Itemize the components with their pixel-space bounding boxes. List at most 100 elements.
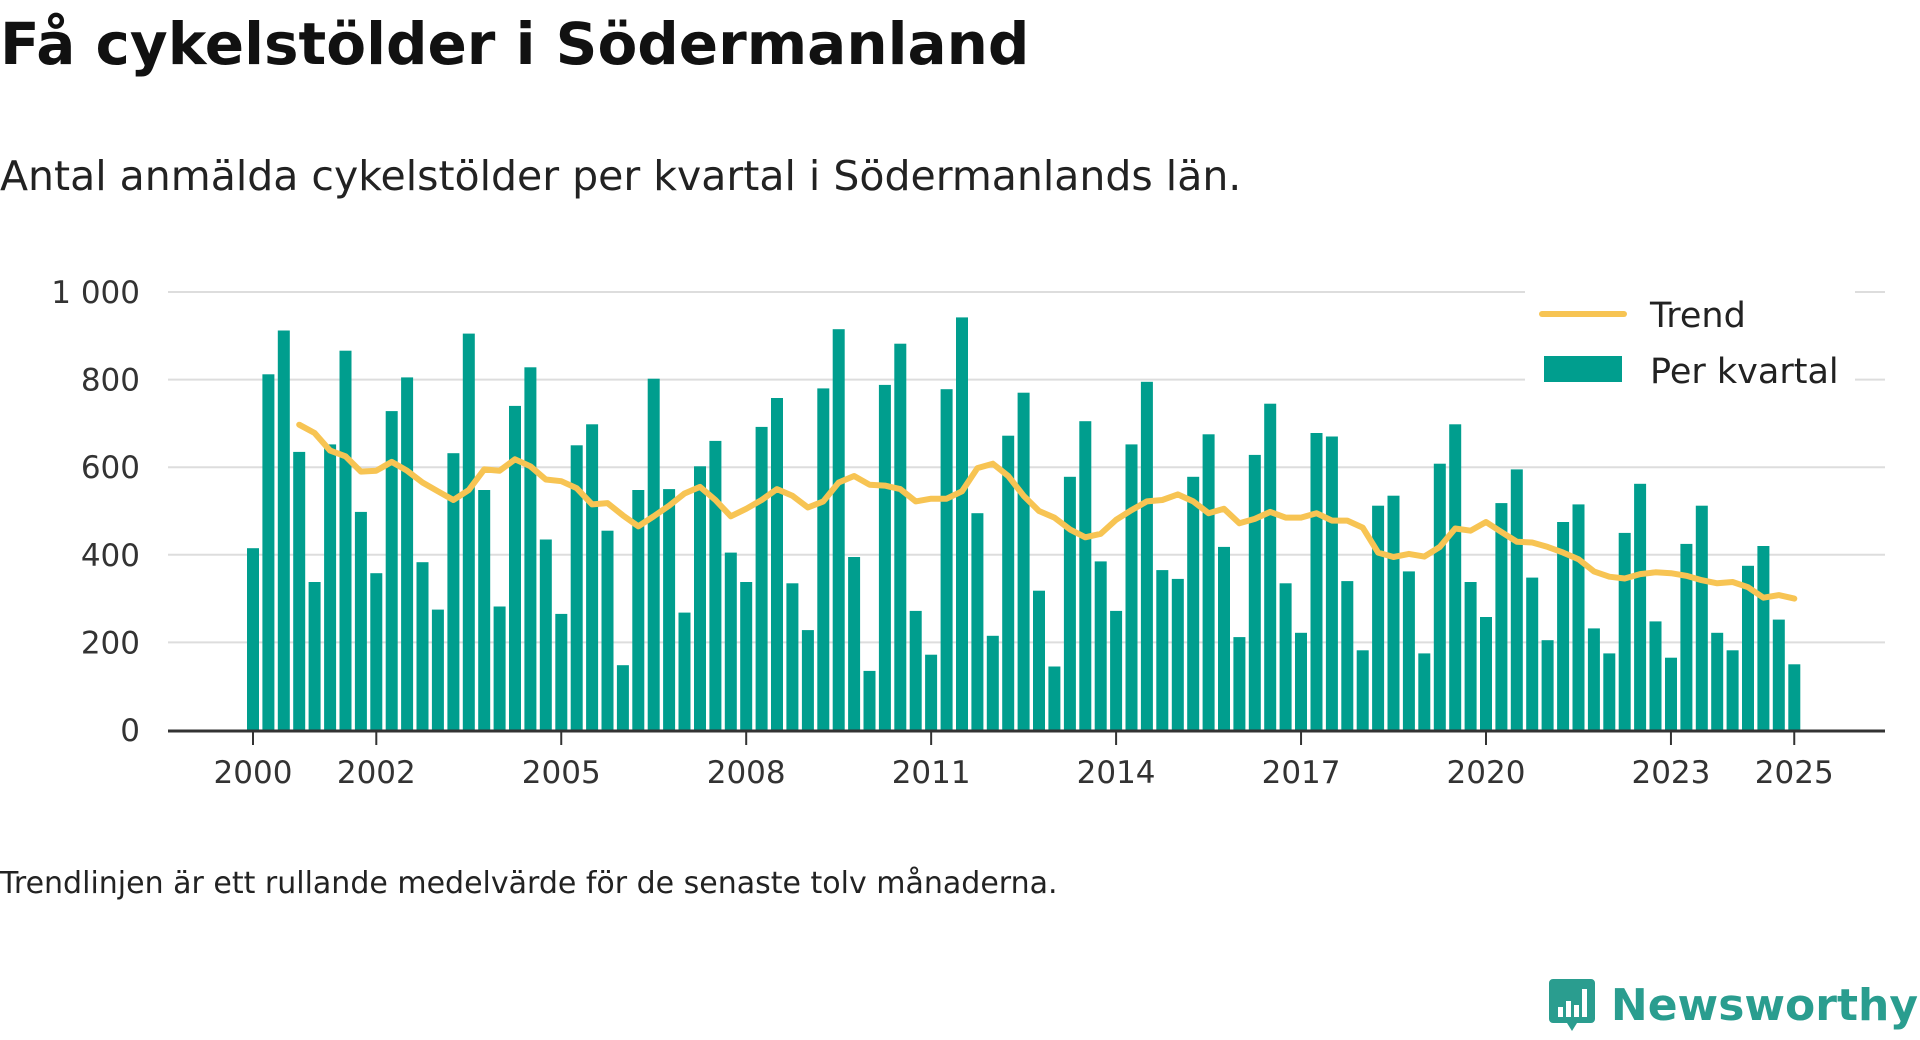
bar: [1402, 571, 1415, 730]
x-tick-label: 2005: [522, 755, 601, 791]
bar: [1680, 543, 1693, 730]
bar: [894, 343, 907, 730]
bar: [447, 453, 460, 730]
x-tick-label: 2002: [337, 755, 416, 791]
bar: [1094, 561, 1107, 730]
bar: [1156, 570, 1169, 730]
x-tick-label: 2000: [214, 755, 293, 791]
bar: [1587, 628, 1600, 730]
bar: [1526, 577, 1539, 730]
x-tick-label: 2023: [1631, 755, 1710, 791]
bar: [1295, 632, 1307, 730]
bar: [339, 350, 352, 730]
bar: [1480, 617, 1492, 730]
bar: [848, 557, 861, 730]
footnote: Trendlinjen är ett rullande medelvärde f…: [0, 866, 1058, 901]
newsworthy-logo-icon: [1548, 979, 1595, 1031]
bar: [1248, 454, 1261, 730]
bar: [1618, 532, 1631, 730]
legend-label-per-kvartal: Per kvartal: [1650, 352, 1839, 392]
bar: [986, 635, 999, 730]
bar: [370, 573, 383, 730]
bar: [801, 630, 814, 730]
bar: [694, 466, 706, 730]
bar: [1772, 619, 1785, 730]
brand-logo: Newsworthy: [1547, 970, 1918, 1040]
trend-series: [296, 421, 1798, 602]
bar: [632, 490, 645, 730]
bar: [940, 389, 953, 730]
bar: [1341, 581, 1354, 730]
x-tick-label: 2008: [707, 755, 786, 791]
bar: [555, 613, 568, 730]
legend-bar-swatch: [1544, 356, 1622, 382]
bar: [1464, 582, 1477, 730]
bar: [1649, 621, 1662, 730]
bar: [616, 665, 629, 730]
bar: [771, 398, 783, 730]
x-tick-label: 2014: [1077, 755, 1156, 791]
bar: [493, 606, 506, 730]
bar: [1695, 505, 1708, 730]
bar: [740, 582, 753, 730]
legend: Trend Per kvartal: [1525, 286, 1855, 410]
bar: [678, 612, 691, 730]
bar: [709, 440, 722, 730]
bar: [925, 654, 938, 730]
bar: [1279, 583, 1292, 730]
bar: [401, 377, 414, 730]
x-tick-label: 2017: [1262, 755, 1341, 791]
trend-line: [296, 421, 1798, 602]
bar: [786, 583, 799, 730]
bar: [1356, 650, 1369, 730]
bar: [663, 489, 676, 730]
bar: [1017, 392, 1030, 730]
bar: [1711, 632, 1724, 730]
bar: [1726, 650, 1739, 730]
y-tick-label: 1 000: [51, 275, 140, 311]
bar: [462, 333, 475, 730]
bar: [1634, 483, 1647, 730]
bar: [1372, 505, 1385, 730]
bar: [1310, 433, 1323, 730]
bar: [1433, 463, 1446, 730]
bar: [1557, 522, 1570, 730]
bar: [832, 329, 845, 730]
y-tick-label: 200: [81, 625, 140, 661]
bar: [909, 610, 922, 730]
chart-title: Få cykelstölder i Södermanland: [0, 10, 1030, 78]
bar: [1418, 653, 1431, 730]
bar: [509, 405, 521, 730]
bar: [416, 562, 429, 730]
y-tick-label: 800: [81, 363, 140, 399]
bar: [1063, 476, 1076, 730]
bar: [1140, 381, 1153, 730]
bar: [724, 552, 737, 730]
bar: [1233, 637, 1246, 730]
bar: [1541, 640, 1554, 730]
bar: [878, 384, 891, 730]
bar: [385, 411, 398, 730]
bar: [431, 609, 444, 730]
bar: [539, 539, 552, 730]
chart-subtitle: Antal anmälda cykelstölder per kvartal i…: [0, 152, 1242, 200]
bar: [971, 513, 984, 730]
brand-name: Newsworthy: [1610, 979, 1918, 1031]
bar: [324, 444, 337, 730]
x-tick-label: 2011: [892, 755, 971, 791]
y-tick-label: 400: [81, 538, 140, 574]
bar: [1742, 565, 1754, 731]
bar: [1033, 590, 1045, 730]
bar: [478, 490, 491, 730]
bar: [1002, 435, 1015, 730]
bar: [293, 451, 306, 730]
bar: [524, 367, 537, 730]
bar: [1110, 610, 1123, 730]
legend-background: [1525, 286, 1855, 410]
bar: [1495, 503, 1508, 730]
bar: [1325, 436, 1338, 730]
bar: [1603, 653, 1616, 730]
bar: [586, 424, 599, 730]
bar: [817, 388, 830, 730]
bar: [1125, 444, 1138, 730]
